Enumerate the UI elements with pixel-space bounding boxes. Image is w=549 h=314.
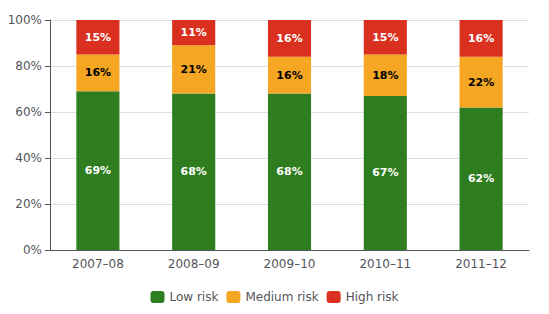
svg-text:Low risk: Low risk (169, 290, 218, 304)
svg-text:40%: 40% (15, 151, 42, 165)
svg-text:21%: 21% (181, 63, 207, 76)
svg-text:2008–09: 2008–09 (168, 257, 220, 271)
svg-text:16%: 16% (276, 69, 302, 82)
svg-text:16%: 16% (276, 32, 302, 45)
svg-text:High risk: High risk (346, 290, 399, 304)
svg-text:Medium risk: Medium risk (245, 290, 318, 304)
svg-text:16%: 16% (85, 66, 111, 79)
svg-text:2011–12: 2011–12 (455, 257, 507, 271)
svg-text:68%: 68% (276, 165, 302, 178)
svg-text:60%: 60% (15, 105, 42, 119)
svg-text:68%: 68% (181, 165, 207, 178)
svg-text:67%: 67% (372, 166, 398, 179)
svg-text:15%: 15% (372, 31, 398, 44)
svg-text:11%: 11% (181, 26, 207, 39)
svg-text:2009–10: 2009–10 (264, 257, 316, 271)
svg-text:2010–11: 2010–11 (359, 257, 411, 271)
svg-text:15%: 15% (85, 31, 111, 44)
svg-text:2007–08: 2007–08 (72, 257, 124, 271)
svg-text:62%: 62% (468, 172, 494, 185)
svg-text:69%: 69% (85, 164, 111, 177)
svg-text:0%: 0% (23, 243, 42, 257)
svg-text:20%: 20% (15, 197, 42, 211)
svg-text:22%: 22% (468, 76, 494, 89)
svg-text:100%: 100% (8, 13, 42, 27)
svg-text:16%: 16% (468, 32, 494, 45)
svg-text:18%: 18% (372, 69, 398, 82)
svg-text:80%: 80% (15, 59, 42, 73)
